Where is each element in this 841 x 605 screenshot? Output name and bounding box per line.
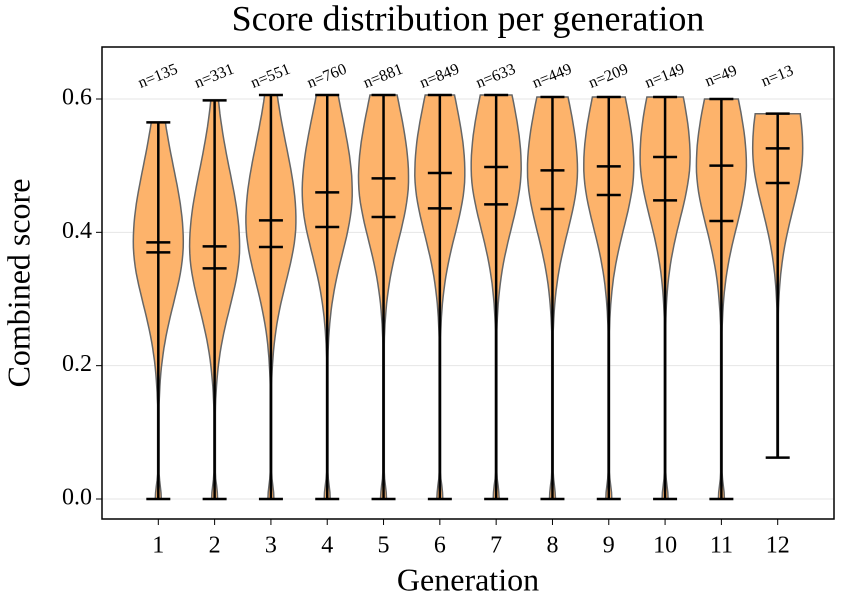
x-tick-label: 4 [321,533,333,559]
chart-title: Score distribution per generation [232,0,705,38]
x-tick-label: 7 [490,533,502,559]
x-tick-label: 10 [653,533,677,559]
n-label: n=551 [248,61,292,92]
x-axis-label: Generation [397,561,539,597]
n-label: n=13 [759,62,796,90]
n-label: n=881 [361,61,405,92]
n-label: n=209 [586,61,630,92]
y-axis-label: Combined score [0,179,36,388]
n-label: n=449 [530,61,574,92]
n-label: n=331 [192,61,236,92]
x-tick-label: 8 [546,533,558,559]
x-tick-label: 2 [209,533,221,559]
x-tick-label: 11 [710,533,733,559]
plot-frame [101,46,835,520]
n-label: n=49 [703,62,740,90]
y-tick-label: 0.6 [62,85,92,111]
x-tick-label: 1 [152,533,164,559]
y-tick-label: 0.4 [62,218,92,244]
x-tick-label: 5 [378,533,390,559]
y-tick-label: 0.2 [62,351,92,377]
y-tick-label: 0.0 [62,485,92,511]
n-label: n=849 [417,61,461,92]
n-label: n=633 [474,61,518,92]
n-label: n=135 [136,61,180,92]
n-label: n=760 [305,61,349,92]
x-tick-label: 9 [603,533,615,559]
x-tick-label: 3 [265,533,277,559]
n-label: n=149 [643,61,687,92]
x-tick-label: 12 [766,533,790,559]
x-tick-label: 6 [434,533,446,559]
